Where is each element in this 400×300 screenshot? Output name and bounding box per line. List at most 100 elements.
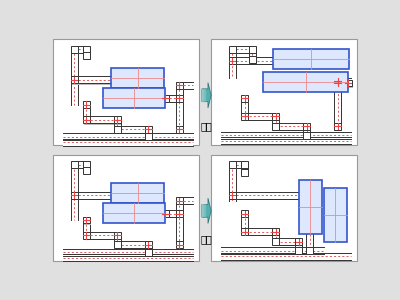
Bar <box>180 197 193 204</box>
Polygon shape <box>202 82 211 108</box>
Bar <box>345 80 352 86</box>
Bar <box>177 199 184 206</box>
Bar <box>83 52 90 59</box>
Bar <box>176 82 183 89</box>
Bar <box>242 212 249 218</box>
Bar <box>338 80 348 86</box>
Bar <box>166 210 180 217</box>
Bar <box>70 161 78 168</box>
Bar <box>242 214 249 232</box>
Bar <box>115 120 122 129</box>
Bar <box>303 126 310 135</box>
Bar <box>176 95 183 102</box>
Bar <box>83 167 90 174</box>
Bar <box>83 116 90 123</box>
Bar <box>221 133 351 140</box>
Bar <box>83 104 90 120</box>
Bar <box>221 254 351 261</box>
Bar <box>241 112 248 119</box>
Bar <box>145 241 152 248</box>
Bar <box>273 116 280 126</box>
Bar <box>163 212 170 218</box>
Bar <box>232 57 273 64</box>
Bar <box>177 242 184 249</box>
Bar <box>104 88 166 108</box>
Bar <box>229 161 236 168</box>
Polygon shape <box>202 198 211 224</box>
Bar <box>176 241 183 248</box>
Bar <box>229 192 236 199</box>
Bar <box>306 234 313 251</box>
Bar <box>83 165 90 171</box>
Bar <box>304 126 311 135</box>
Bar <box>334 78 341 85</box>
Bar <box>273 232 280 242</box>
Bar <box>335 81 342 88</box>
Bar <box>84 118 91 124</box>
Bar <box>249 56 256 63</box>
Bar <box>273 124 280 131</box>
Polygon shape <box>204 89 205 102</box>
Bar <box>244 228 276 235</box>
Bar <box>53 154 199 261</box>
Bar <box>221 132 351 139</box>
Bar <box>84 165 91 171</box>
Bar <box>211 39 357 145</box>
Bar <box>74 193 111 200</box>
Bar <box>230 162 237 169</box>
Bar <box>114 236 121 245</box>
Bar <box>221 137 351 144</box>
Bar <box>180 83 193 90</box>
Bar <box>242 162 249 169</box>
Bar <box>232 162 244 169</box>
Bar <box>86 233 118 240</box>
Bar <box>114 120 121 129</box>
Bar <box>74 192 111 199</box>
Bar <box>176 210 183 217</box>
Bar <box>232 58 273 65</box>
Bar <box>338 79 351 86</box>
Bar <box>146 135 153 142</box>
Polygon shape <box>203 89 204 102</box>
Bar <box>115 236 122 245</box>
Polygon shape <box>205 204 206 217</box>
Bar <box>83 46 90 52</box>
Bar <box>118 242 148 249</box>
Bar <box>162 210 169 217</box>
Bar <box>177 85 184 129</box>
Bar <box>229 57 236 64</box>
Bar <box>296 242 304 251</box>
Text: 回転: 回転 <box>201 235 212 245</box>
Bar <box>242 114 249 121</box>
Bar <box>229 165 236 201</box>
Polygon shape <box>204 204 205 217</box>
Bar <box>83 232 90 239</box>
Bar <box>86 116 118 123</box>
Bar <box>63 139 193 146</box>
Bar <box>114 232 121 239</box>
Bar <box>176 197 183 204</box>
Bar <box>72 78 79 85</box>
Bar <box>163 96 170 103</box>
Bar <box>230 193 237 200</box>
Polygon shape <box>206 89 207 102</box>
Bar <box>221 248 324 256</box>
Bar <box>250 47 257 54</box>
Bar <box>63 249 193 256</box>
Bar <box>177 83 184 90</box>
Bar <box>250 58 257 64</box>
Bar <box>177 201 184 245</box>
Polygon shape <box>203 204 204 217</box>
Bar <box>145 134 152 140</box>
Bar <box>241 95 248 102</box>
Bar <box>84 162 91 169</box>
Bar <box>334 80 341 86</box>
Bar <box>241 169 248 176</box>
Bar <box>273 49 349 69</box>
Bar <box>83 217 90 224</box>
Bar <box>63 134 193 140</box>
Bar <box>115 127 122 134</box>
Bar <box>114 126 121 133</box>
Bar <box>84 168 91 175</box>
Bar <box>111 68 164 88</box>
